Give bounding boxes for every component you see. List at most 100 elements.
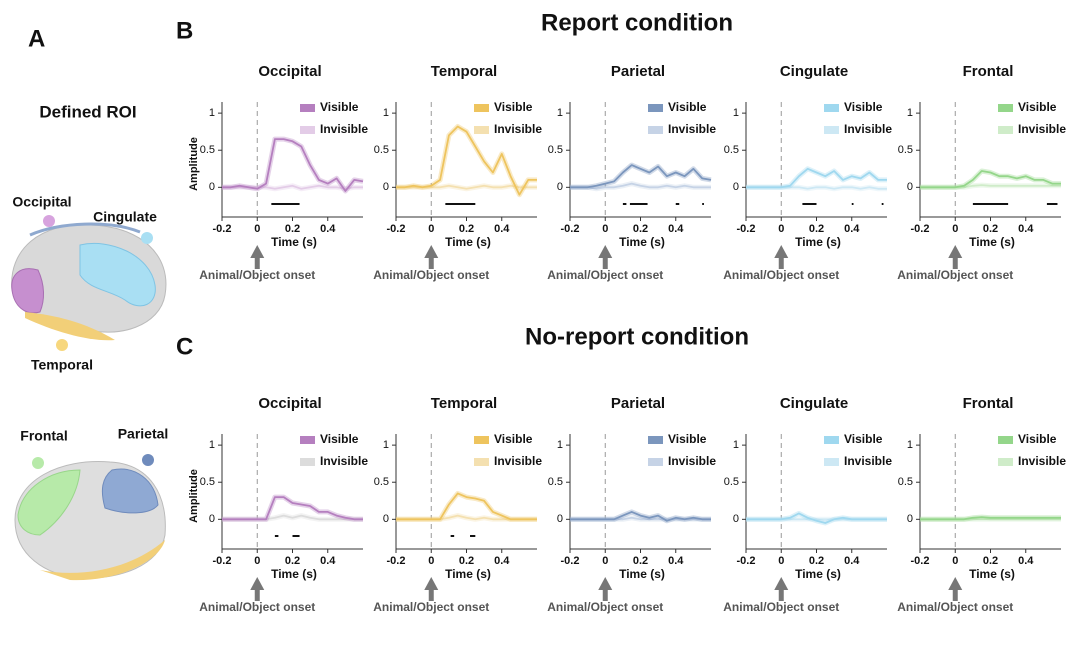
x-tick-label: -0.2 (911, 555, 930, 567)
y-tick-label: 1 (733, 439, 739, 451)
x-tick-label: 0.2 (285, 555, 300, 567)
onset-arrow-head (424, 245, 439, 258)
x-tick-label: 0.4 (844, 555, 860, 567)
roi-dot (141, 232, 153, 244)
x-tick-label: 0.2 (285, 223, 300, 235)
y-tick-label: 1 (383, 107, 389, 119)
legend-label: Invisible (1018, 454, 1066, 468)
chart-title: Frontal (963, 395, 1014, 412)
roi-label: Temporal (31, 357, 93, 373)
y-axis-label: Amplitude (188, 469, 200, 523)
chart-title: Occipital (258, 63, 321, 80)
legend-swatch (998, 458, 1013, 466)
legend-swatch (824, 436, 839, 444)
x-tick-label: 0 (254, 223, 260, 235)
onset-arrow-head (598, 577, 613, 590)
series-line (746, 512, 887, 524)
x-tick-label: 0.2 (459, 555, 474, 567)
roi-label: Occipital (12, 194, 71, 210)
series-line (396, 492, 537, 521)
x-tick-label: 0 (602, 555, 608, 567)
x-tick-label: -0.2 (213, 555, 232, 567)
legend-swatch (474, 458, 489, 466)
x-tick-label: 0 (778, 555, 784, 567)
y-tick-label: 1 (209, 439, 215, 451)
legend-swatch (648, 104, 663, 112)
x-tick-label: 0.4 (668, 555, 684, 567)
onset-annotation: Animal/Object onset (897, 268, 1013, 282)
y-tick-label: 0 (383, 513, 389, 525)
chart-title: Parietal (611, 395, 665, 412)
x-tick-label: -0.2 (561, 223, 580, 235)
onset-annotation: Animal/Object onset (723, 600, 839, 614)
y-tick-label: 0 (209, 181, 215, 193)
y-tick-label: 0.5 (724, 144, 739, 156)
y-axis-label: Amplitude (188, 137, 200, 191)
legend-swatch (300, 126, 315, 134)
x-tick-label: 0.4 (668, 223, 684, 235)
chart-title: Frontal (963, 63, 1014, 80)
legend-label: Visible (1018, 100, 1057, 114)
x-tick-label: 0.2 (633, 223, 648, 235)
onset-annotation: Animal/Object onset (723, 268, 839, 282)
x-tick-label: 0 (428, 223, 434, 235)
onset-arrow-head (250, 577, 265, 590)
legend-swatch (474, 126, 489, 134)
legend-swatch (648, 126, 663, 134)
onset-arrow-head (774, 577, 789, 590)
y-tick-label: 1 (209, 107, 215, 119)
y-tick-label: 0 (907, 181, 913, 193)
chart-title: Temporal (431, 63, 497, 80)
legend-swatch (824, 126, 839, 134)
y-tick-label: 0.5 (374, 144, 389, 156)
y-tick-label: 0 (733, 181, 739, 193)
y-tick-label: 0 (209, 513, 215, 525)
x-tick-label: 0 (254, 555, 260, 567)
row-title: No-report condition (525, 323, 749, 350)
x-tick-label: -0.2 (737, 555, 756, 567)
onset-arrow-head (250, 245, 265, 258)
onset-annotation: Animal/Object onset (373, 600, 489, 614)
roi-label: Cingulate (93, 209, 157, 225)
panel-label: B (176, 17, 193, 44)
y-tick-label: 1 (557, 439, 563, 451)
onset-arrow-head (948, 577, 963, 590)
panel-label: A (28, 25, 45, 52)
legend-swatch (998, 436, 1013, 444)
legend-label: Invisible (494, 454, 542, 468)
chart-title: Cingulate (780, 395, 848, 412)
chart-title: Occipital (258, 395, 321, 412)
y-tick-label: 1 (907, 107, 913, 119)
legend-swatch (300, 458, 315, 466)
series-line (570, 511, 711, 522)
series-line (920, 170, 1061, 189)
legend-swatch (998, 104, 1013, 112)
legend-swatch (300, 436, 315, 444)
roi-label: Parietal (118, 426, 169, 442)
x-tick-label: 0.2 (809, 223, 824, 235)
onset-arrow-head (598, 245, 613, 258)
legend-swatch (300, 104, 315, 112)
chart-title: Temporal (431, 395, 497, 412)
roi-dot (32, 457, 44, 469)
legend-label: Invisible (668, 122, 716, 136)
legend-swatch (998, 126, 1013, 134)
legend-label: Visible (494, 100, 533, 114)
x-axis-label: Time (s) (445, 567, 491, 581)
series-line (746, 167, 887, 189)
x-axis-label: Time (s) (445, 235, 491, 249)
y-tick-label: 0 (557, 181, 563, 193)
x-tick-label: -0.2 (737, 223, 756, 235)
legend-label: Visible (844, 100, 883, 114)
x-axis-label: Time (s) (271, 235, 317, 249)
x-axis-label: Time (s) (969, 567, 1015, 581)
y-tick-label: 1 (383, 439, 389, 451)
y-tick-label: 0 (907, 513, 913, 525)
legend-label: Invisible (844, 122, 892, 136)
onset-arrow-head (948, 245, 963, 258)
series-line (920, 516, 1061, 521)
x-tick-label: 0.2 (633, 555, 648, 567)
y-tick-label: 0.5 (898, 476, 913, 488)
x-tick-label: 0.4 (1018, 223, 1034, 235)
